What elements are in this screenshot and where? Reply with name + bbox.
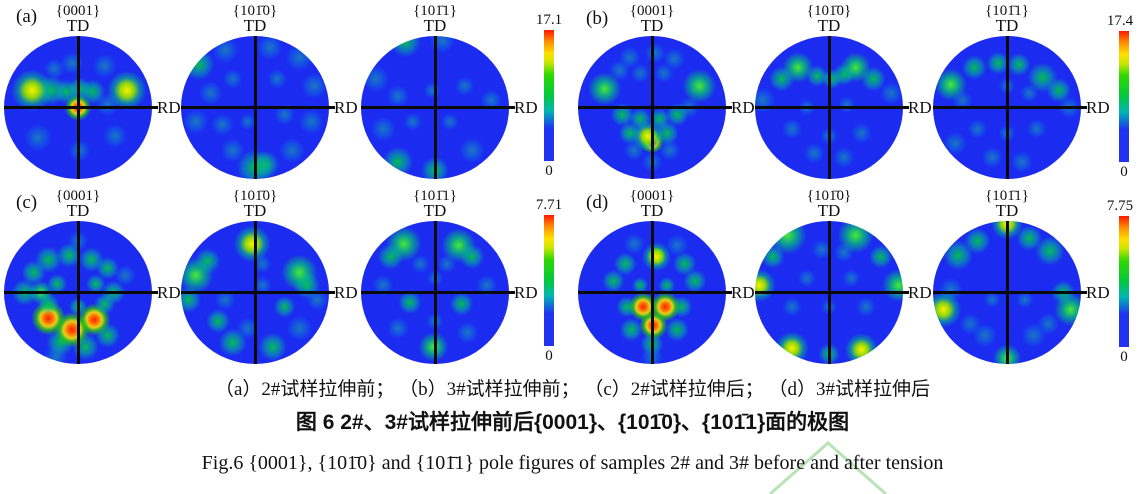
rd-axis-label: RD — [1086, 98, 1110, 117]
rd-axis-label: RD — [1086, 283, 1110, 302]
panel-label-a: (a) — [16, 6, 38, 27]
pole-title: {101̄0} — [232, 3, 278, 19]
colorbar-max: 17.4 — [1106, 13, 1134, 29]
figure-title-en: Fig.6 {0001}, {101̄0} and {101̄1} pole f… — [201, 452, 944, 474]
td-axis-label: TD — [817, 201, 841, 220]
rd-axis-line — [4, 291, 158, 294]
colorbar-max: 7.75 — [1106, 198, 1134, 214]
colorbar-max: 7.71 — [535, 197, 563, 213]
colorbar-min: 0 — [1120, 349, 1128, 365]
pole-title: {0001} — [629, 188, 675, 204]
rd-axis-line — [578, 291, 732, 294]
pole-title: {101̄0} — [806, 188, 852, 204]
colorbar-min: 0 — [545, 163, 553, 179]
rd-axis-line — [933, 106, 1087, 109]
rd-axis-label: RD — [908, 283, 932, 302]
rd-axis-label: RD — [157, 283, 181, 302]
rd-axis-label: RD — [731, 283, 755, 302]
rd-axis-line — [578, 106, 732, 109]
colorbar-min: 0 — [545, 348, 553, 364]
rd-axis-label: RD — [731, 98, 755, 117]
colorbar — [544, 215, 554, 346]
rd-axis-label: RD — [157, 98, 181, 117]
rd-axis-line — [933, 291, 1087, 294]
pole-title: {0001} — [55, 188, 101, 204]
td-axis-label: TD — [243, 16, 267, 35]
rd-axis-line — [361, 106, 515, 109]
colorbar — [1119, 216, 1129, 347]
rd-axis-line — [181, 106, 335, 109]
pole-title: {101̄1} — [413, 188, 457, 204]
colorbar — [544, 30, 554, 161]
pole-title: {101̄1} — [413, 3, 457, 19]
rd-axis-line — [4, 106, 158, 109]
colorbar-min: 0 — [1120, 164, 1128, 180]
panel-label-b: (b) — [586, 8, 609, 29]
pole-title: {101̄0} — [232, 188, 278, 204]
pole-title: {101̄1} — [985, 3, 1029, 19]
figure-subcaption: （a）2#试样拉伸前； （b）3#试样拉伸前； （c）2#试样拉伸后； （d）3… — [214, 379, 931, 400]
colorbar — [1119, 31, 1129, 162]
td-axis-label: TD — [640, 16, 664, 35]
rd-axis-line — [181, 291, 335, 294]
rd-axis-label: RD — [514, 98, 538, 117]
rd-axis-line — [361, 291, 515, 294]
td-axis-label: TD — [995, 201, 1019, 220]
td-axis-label: TD — [423, 201, 447, 220]
colorbar-max: 17.1 — [535, 12, 563, 28]
rd-axis-label: RD — [334, 98, 358, 117]
pole-title: {101̄0} — [806, 3, 852, 19]
pole-title: {0001} — [55, 3, 101, 19]
pole-title: {101̄1} — [985, 188, 1029, 204]
rd-axis-label: RD — [514, 283, 538, 302]
panel-label-d: (d) — [586, 192, 609, 213]
figure-title-zh: 图 6 2#、3#试样拉伸前后{0001}、{101̄0}、{101̄1}面的极… — [295, 411, 850, 434]
panel-label-c: (c) — [16, 192, 38, 213]
rd-axis-label: RD — [334, 283, 358, 302]
td-axis-label: TD — [817, 16, 841, 35]
rd-axis-line — [755, 106, 909, 109]
pole-title: {0001} — [629, 3, 675, 19]
rd-axis-label: RD — [908, 98, 932, 117]
watermark-chevron — [769, 441, 887, 494]
td-axis-label: TD — [66, 16, 90, 35]
td-axis-label: TD — [423, 16, 447, 35]
td-axis-label: TD — [640, 201, 664, 220]
rd-axis-line — [755, 291, 909, 294]
td-axis-label: TD — [66, 201, 90, 220]
td-axis-label: TD — [995, 16, 1019, 35]
td-axis-label: TD — [243, 201, 267, 220]
